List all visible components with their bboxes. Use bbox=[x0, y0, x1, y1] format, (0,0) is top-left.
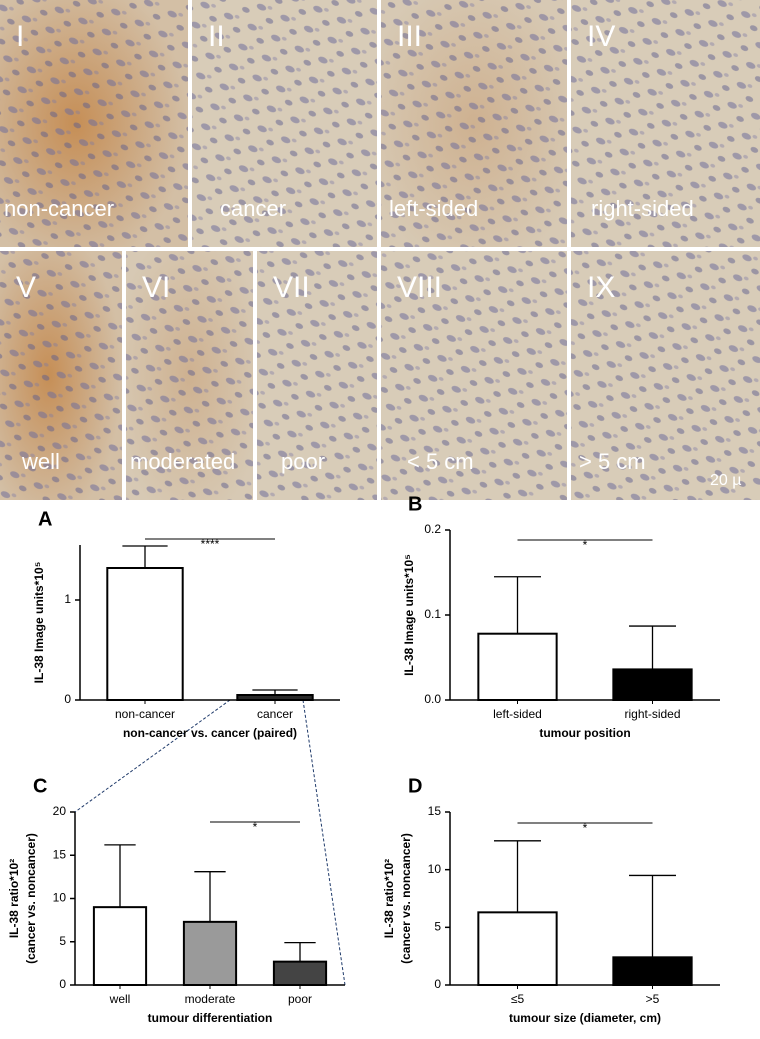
nuclei bbox=[381, 0, 567, 247]
y-tick-label: 0 bbox=[59, 977, 66, 991]
y-axis-label: IL-38 ratio*10² bbox=[382, 859, 396, 938]
y-axis-label: IL-38 Image units*10⁵ bbox=[32, 562, 46, 684]
y-tick-label: 0 bbox=[434, 977, 441, 991]
bar bbox=[92, 906, 148, 987]
significance-label: * bbox=[583, 821, 588, 835]
significance-label: **** bbox=[201, 537, 220, 551]
nuclei bbox=[381, 251, 567, 500]
x-axis-label: tumour size (diameter, cm) bbox=[509, 1011, 661, 1025]
y-axis-label: (cancer vs. noncancer) bbox=[24, 833, 38, 964]
x-axis-label: tumour differentiation bbox=[148, 1011, 273, 1025]
y-tick-label: 1 bbox=[64, 592, 71, 606]
panel-numeral: IV bbox=[587, 20, 615, 53]
y-tick-label: 5 bbox=[59, 934, 66, 948]
x-tick-label: cancer bbox=[257, 707, 293, 721]
panel-numeral: I bbox=[16, 20, 24, 53]
y-tick-label: 10 bbox=[428, 862, 442, 876]
panel-numeral: III bbox=[397, 20, 422, 53]
bar bbox=[477, 911, 558, 987]
bar bbox=[106, 567, 184, 701]
y-axis-label: IL-38 Image units*10⁵ bbox=[402, 554, 416, 676]
x-tick-label: right-sided bbox=[624, 707, 680, 721]
bar bbox=[612, 668, 693, 702]
bar bbox=[272, 960, 328, 987]
x-tick-label: well bbox=[109, 992, 131, 1006]
y-tick-label: 20 bbox=[53, 804, 67, 818]
y-tick-label: 10 bbox=[53, 891, 67, 905]
scale-label: 20 µ bbox=[710, 472, 741, 489]
y-tick-label: 5 bbox=[434, 920, 441, 934]
nuclei bbox=[571, 251, 760, 500]
zoom-line bbox=[302, 699, 346, 986]
y-tick-label: 15 bbox=[428, 804, 442, 818]
panel-caption: < 5 cm bbox=[407, 449, 474, 474]
panel-letter: D bbox=[408, 775, 422, 797]
panel-numeral: VIII bbox=[397, 271, 442, 304]
bar bbox=[612, 956, 693, 987]
panel-caption: right-sided bbox=[591, 196, 694, 221]
panel-caption: poor bbox=[281, 449, 325, 474]
panel-letter: A bbox=[38, 508, 52, 530]
panel-caption: cancer bbox=[220, 196, 286, 221]
y-tick-label: 15 bbox=[53, 847, 67, 861]
panel-numeral: VII bbox=[273, 271, 310, 304]
panel-numeral: V bbox=[16, 271, 36, 304]
x-tick-label: left-sided bbox=[493, 707, 542, 721]
nuclei bbox=[0, 251, 122, 500]
bar bbox=[236, 694, 314, 701]
x-tick-label: non-cancer bbox=[115, 707, 175, 721]
bar bbox=[477, 632, 558, 702]
nuclei bbox=[571, 0, 760, 247]
nuclei bbox=[257, 251, 377, 500]
x-axis-label: non-cancer vs. cancer (paired) bbox=[123, 726, 297, 740]
nuclei bbox=[0, 0, 188, 247]
y-axis-label: IL-38 ratio*10² bbox=[7, 859, 21, 938]
x-tick-label: ≤5 bbox=[511, 992, 525, 1006]
x-axis-label: tumour position bbox=[539, 726, 630, 740]
y-axis-label: (cancer vs. noncancer) bbox=[399, 833, 413, 964]
x-tick-label: moderate bbox=[185, 992, 236, 1006]
x-tick-label: >5 bbox=[646, 992, 660, 1006]
panel-numeral: II bbox=[208, 20, 225, 53]
x-tick-label: poor bbox=[288, 992, 312, 1006]
significance-label: * bbox=[253, 820, 258, 834]
zoom-line bbox=[74, 699, 231, 813]
y-tick-label: 0.1 bbox=[424, 607, 441, 621]
significance-label: * bbox=[583, 538, 588, 552]
y-tick-label: 0.0 bbox=[424, 692, 441, 706]
panel-letter: B bbox=[408, 493, 422, 515]
panel-numeral: VI bbox=[142, 271, 170, 304]
panel-caption: left-sided bbox=[389, 196, 478, 221]
panel-caption: moderated bbox=[130, 449, 235, 474]
panel-letter: C bbox=[33, 775, 47, 797]
y-tick-label: 0.2 bbox=[424, 522, 441, 536]
panel-caption: well bbox=[21, 449, 60, 474]
nuclei bbox=[192, 0, 377, 247]
panel-caption: non-cancer bbox=[4, 196, 114, 221]
panel-caption: > 5 cm bbox=[579, 449, 646, 474]
nuclei bbox=[126, 251, 253, 500]
bar bbox=[182, 920, 238, 986]
panel-numeral: IX bbox=[587, 271, 615, 304]
y-tick-label: 0 bbox=[64, 692, 71, 706]
